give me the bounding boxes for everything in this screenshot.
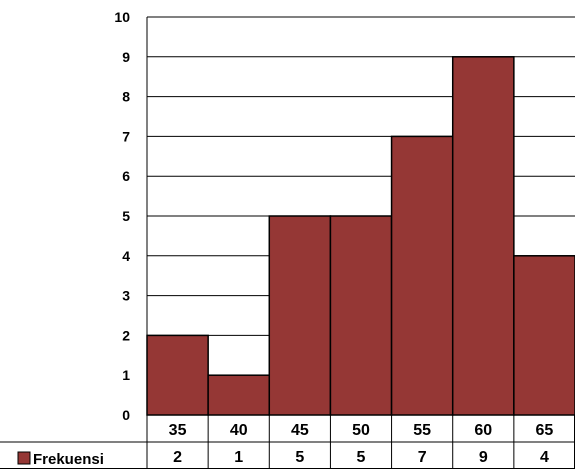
- bar-45: [268, 215, 332, 416]
- x-category-label-50: 50: [352, 422, 370, 439]
- table-value-45: 5: [295, 449, 304, 466]
- bar-60: [451, 56, 515, 416]
- legend-label-frekuensi: Frekuensi: [33, 451, 104, 468]
- table-value-55: 7: [418, 449, 427, 466]
- bar-35: [146, 334, 209, 416]
- y-tick-label-5: 5: [122, 208, 130, 224]
- table-value-40: 1: [234, 449, 243, 466]
- y-tick-label-7: 7: [122, 128, 130, 144]
- table-value-60: 9: [479, 449, 488, 466]
- legend: Frekuensi: [17, 451, 104, 468]
- y-tick-label-10: 10: [114, 9, 130, 25]
- x-category-label-65: 65: [536, 422, 554, 439]
- table-value-50: 5: [357, 449, 366, 466]
- x-category-label-35: 35: [169, 422, 187, 439]
- y-tick-label-1: 1: [122, 367, 130, 383]
- bars: [146, 56, 575, 416]
- table-value-65: 4: [540, 449, 549, 466]
- bar-50: [329, 215, 393, 416]
- y-tick-label-2: 2: [122, 327, 130, 343]
- y-tick-label-9: 9: [122, 49, 130, 65]
- bar-55: [390, 135, 454, 416]
- y-tick-label-0: 0: [122, 407, 130, 423]
- bar-40: [207, 374, 271, 416]
- y-tick-label-4: 4: [122, 248, 130, 264]
- x-category-label-55: 55: [413, 422, 431, 439]
- y-tick-label-3: 3: [122, 288, 130, 304]
- table-value-35: 2: [173, 449, 182, 466]
- y-tick-label-6: 6: [122, 168, 130, 184]
- y-tick-labels: 0 1 2 3 4 5 6 7 8 9 10: [114, 9, 130, 423]
- x-category-label-60: 60: [474, 422, 492, 439]
- x-category-label-40: 40: [230, 422, 248, 439]
- bar-65: [513, 255, 575, 416]
- x-category-label-45: 45: [291, 422, 309, 439]
- y-tick-label-8: 8: [122, 89, 130, 105]
- legend-swatch-frekuensi: [17, 451, 31, 465]
